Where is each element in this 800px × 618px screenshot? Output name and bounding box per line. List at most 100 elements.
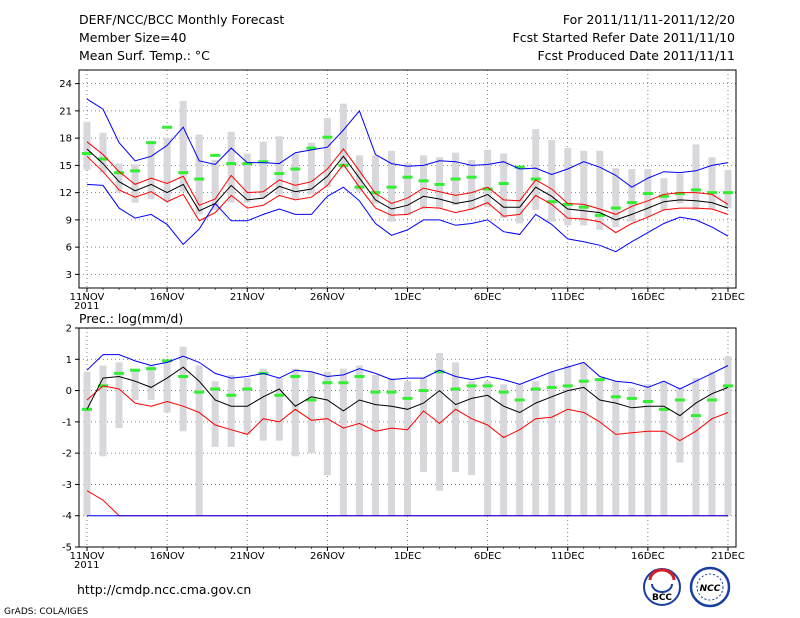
x-tick-label: 11DEC (551, 551, 585, 562)
observed-mark (130, 169, 141, 173)
title-right-3: Fcst Produced Date 2011/11/11 (537, 48, 735, 63)
footer-url[interactable]: http://cmdp.ncc.cma.gov.cn (77, 582, 251, 597)
x-tick-label: 16NOV (150, 292, 185, 303)
member-range-bar (724, 356, 732, 516)
member-range-bar (548, 139, 556, 222)
y-tick-label: 15 (59, 161, 72, 172)
x-tick-label: 21NOV (230, 551, 265, 562)
series-line-max (86, 354, 729, 390)
ncc-logo: NCC (689, 566, 731, 608)
member-range-bar (115, 362, 123, 429)
observed-mark (226, 393, 237, 397)
x-tick-label: 26NOV (310, 292, 345, 303)
observed-mark (562, 202, 573, 206)
observed-mark (322, 381, 333, 385)
observed-mark (674, 398, 685, 402)
observed-mark (546, 200, 557, 204)
observed-mark (578, 205, 589, 209)
observed-mark (162, 359, 173, 363)
member-range-bar (211, 159, 219, 210)
observed-mark (594, 378, 605, 382)
member-range-bar (307, 142, 315, 195)
precip-member-bars (83, 346, 732, 516)
observed-mark (82, 407, 93, 411)
title-right-2: Fcst Started Refer Date 2011/11/10 (513, 30, 736, 45)
y-tick-label: 21 (59, 106, 72, 117)
observed-mark (674, 192, 685, 196)
member-range-bar (708, 371, 716, 516)
member-range-bar (484, 381, 492, 516)
x-tick-label: 6DEC (474, 292, 501, 303)
observed-mark (226, 162, 237, 166)
member-range-bar (724, 169, 732, 209)
observed-mark (306, 398, 317, 402)
observed-mark (482, 384, 493, 388)
member-range-bar (323, 371, 331, 476)
observed-mark (466, 175, 477, 179)
member-range-bar (580, 362, 588, 516)
series-line-upper (86, 385, 729, 442)
member-range-bar (596, 150, 604, 230)
y-tick-label: 6 (66, 243, 72, 254)
member-range-bar (195, 365, 203, 516)
member-range-bar (420, 378, 428, 472)
observed-mark (594, 213, 605, 217)
observed-mark (338, 163, 349, 167)
member-range-bar (243, 153, 251, 203)
observed-mark (82, 152, 93, 156)
series-line-mean (86, 366, 729, 417)
member-range-bar (628, 387, 636, 516)
member-range-bar (163, 362, 171, 413)
y-tick-label: -2 (62, 449, 72, 460)
y-tick-label: 12 (59, 188, 72, 199)
precip-panel-title: Prec.: log(mm/d) (79, 311, 183, 326)
observed-mark (178, 171, 189, 175)
y-tick-label: -1 (62, 417, 72, 428)
observed-mark (706, 398, 717, 402)
observed-mark (514, 398, 525, 402)
member-range-bar (307, 371, 315, 454)
member-range-bar (259, 141, 267, 199)
observed-mark (450, 387, 461, 391)
observed-mark (610, 395, 621, 399)
observed-mark (130, 368, 141, 372)
y-tick-label: -3 (62, 480, 72, 491)
observed-mark (274, 393, 285, 397)
observed-mark (498, 390, 509, 394)
member-range-bar (516, 169, 524, 224)
y-tick-label: 9 (66, 215, 72, 226)
observed-mark (146, 367, 157, 371)
observed-mark (242, 387, 253, 391)
x-tick-label: 16DEC (631, 551, 665, 562)
member-range-bar (99, 365, 107, 457)
member-range-bar (179, 100, 187, 192)
member-range-bar (371, 374, 379, 516)
observed-mark (434, 182, 445, 186)
observed-mark (450, 177, 461, 181)
member-range-bar (83, 371, 91, 516)
observed-mark (722, 191, 733, 195)
x-tick-label: 16NOV (150, 551, 185, 562)
x-tick-label: 1DEC (394, 292, 421, 303)
member-range-bar (323, 118, 331, 188)
series-line-lower (86, 155, 729, 234)
member-range-bar (179, 346, 187, 432)
member-range-bar (404, 163, 411, 216)
observed-mark (642, 400, 653, 404)
member-range-bar (163, 138, 171, 202)
observed-mark (690, 188, 701, 192)
y-tick-label: -4 (62, 511, 72, 522)
observed-mark (210, 387, 221, 391)
member-range-bar (147, 140, 155, 199)
observed-mark (418, 179, 429, 183)
member-range-bar (500, 153, 508, 219)
member-range-bar (612, 168, 620, 228)
observed-mark (290, 167, 301, 171)
member-range-bar (227, 374, 235, 447)
member-range-bar (708, 157, 716, 209)
x-tick-label: 26NOV (310, 551, 345, 562)
observed-mark (290, 374, 301, 378)
observed-mark (354, 374, 365, 378)
x-tick-label: 11DEC (551, 292, 585, 303)
